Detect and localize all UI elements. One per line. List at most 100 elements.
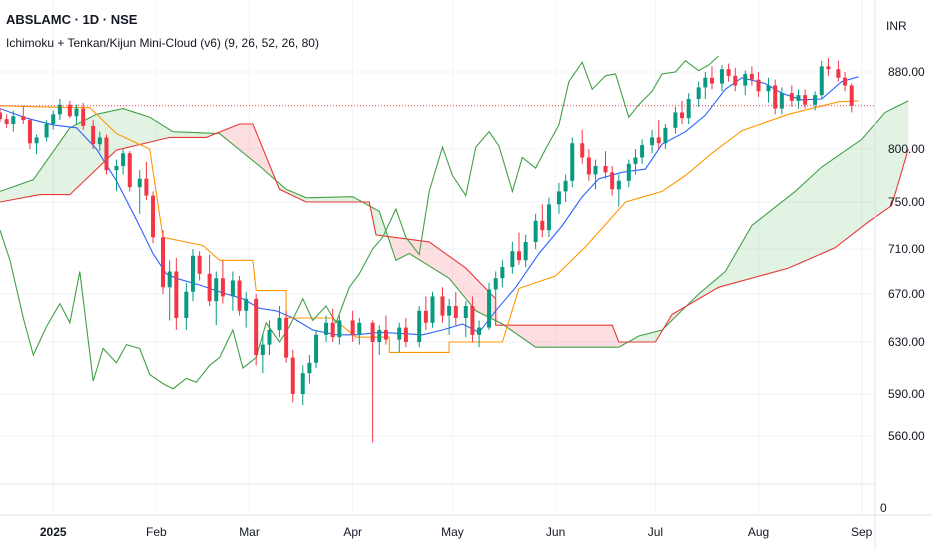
candle (151, 191, 156, 244)
candle (290, 349, 295, 403)
candle-body (127, 153, 132, 188)
candle-body (819, 66, 824, 96)
candle (836, 60, 841, 82)
candle-body (773, 85, 778, 109)
candle (640, 139, 645, 164)
candle-body (726, 69, 731, 76)
candle-body (254, 298, 259, 355)
candle-body (673, 112, 678, 128)
candle (11, 110, 16, 132)
cloud-bearish (389, 236, 499, 326)
series-line-chikou (0, 55, 719, 390)
candle-body (743, 73, 748, 86)
candle-body (284, 318, 289, 358)
candle (463, 301, 468, 338)
cloud-bullish (628, 325, 666, 342)
price-tick-label: 0 (880, 501, 887, 515)
time-tick-label: Apr (343, 525, 362, 539)
candle (749, 66, 754, 86)
candle-body (403, 327, 408, 342)
candle-body (27, 120, 32, 144)
candle-body (121, 153, 126, 166)
candle-body (470, 306, 475, 335)
candle (510, 241, 515, 274)
candle-body (447, 306, 452, 316)
candle (277, 306, 282, 338)
candle (500, 260, 505, 288)
currency-label[interactable]: INR (886, 19, 907, 33)
candle-body (440, 296, 445, 316)
cloud-bearish (216, 124, 277, 181)
candle-body (44, 123, 49, 138)
candle (610, 165, 615, 196)
candle (696, 81, 701, 107)
candle-body (603, 165, 608, 173)
candle (357, 318, 362, 345)
candle-body (417, 310, 422, 342)
candle-body (709, 77, 714, 84)
candle (137, 170, 142, 214)
candle (244, 291, 249, 328)
candle (284, 310, 289, 363)
candle (214, 271, 219, 326)
candle-body (430, 296, 435, 323)
candle (633, 149, 638, 175)
candle-body (0, 112, 2, 120)
candle (377, 325, 382, 355)
candle (593, 159, 598, 190)
candle (300, 365, 305, 406)
candle (67, 100, 72, 119)
candle-body (237, 280, 242, 311)
candle-body (197, 255, 202, 274)
candle-body (580, 143, 585, 158)
candle (493, 271, 498, 299)
candle-body (633, 157, 638, 164)
candle (556, 182, 561, 214)
time-tick-label: Feb (146, 525, 167, 539)
candle-body (81, 108, 86, 126)
candle (0, 108, 2, 123)
candle (580, 129, 585, 164)
candle (626, 159, 631, 188)
candle-body (383, 330, 388, 340)
candle-body (220, 278, 225, 297)
time-axis[interactable]: 2025 Feb Mar Apr May Jun Jul Aug Sep (40, 525, 873, 539)
candle-body (733, 75, 738, 86)
candle (826, 58, 831, 76)
candle (230, 271, 235, 311)
candle-body (570, 143, 575, 181)
candle-body (517, 251, 522, 261)
candle-body (190, 255, 195, 292)
candle-body (357, 322, 362, 335)
candle (673, 106, 678, 134)
cloud-bullish (688, 100, 909, 305)
time-tick-label: Aug (748, 525, 769, 539)
candle (586, 149, 591, 181)
indicator-label[interactable]: Ichimoku + Tenkan/Kijun Mini-Cloud (v6) … (6, 36, 319, 50)
candle-body (803, 95, 808, 105)
candle-body (260, 344, 265, 355)
price-axis[interactable]: 880.00 800.00 750.00 710.00 670.00 630.00 590.… (880, 65, 925, 515)
candle-body (463, 306, 468, 318)
series-line-senkou-span-b (0, 123, 909, 343)
symbol-title[interactable]: ABSLAMC · 1D · NSE (6, 12, 138, 27)
candle-body (703, 77, 708, 88)
time-tick-label: Jun (546, 525, 565, 539)
candle-body (510, 251, 515, 267)
candle-body (314, 334, 319, 363)
candle-body (686, 98, 691, 119)
candle-body (151, 195, 156, 238)
candle-body (370, 322, 375, 342)
candle (121, 149, 126, 175)
candle (51, 110, 56, 130)
candle-body (174, 271, 179, 318)
candle-body (696, 87, 701, 99)
candle (27, 118, 32, 149)
candle-body (663, 127, 668, 144)
price-tick-label: 880.00 (888, 65, 925, 79)
candle (397, 322, 402, 353)
candle (703, 72, 708, 99)
candle-body (836, 69, 841, 78)
